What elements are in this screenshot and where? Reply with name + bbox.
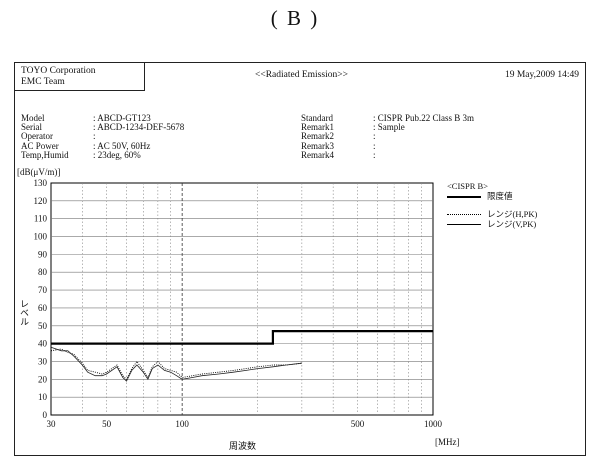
y-tick-label: 100	[34, 232, 48, 242]
y-tick-label: 30	[38, 356, 48, 366]
x-tick-label: 1000	[424, 419, 443, 429]
x-tick-label: 30	[47, 419, 57, 429]
legend-label-h: レンジ(H,PK)	[487, 209, 538, 219]
team-name: EMC Team	[21, 77, 65, 87]
report-title: <<Radiated Emission>>	[255, 70, 348, 80]
info-key: Standard	[301, 113, 333, 123]
info-value: :	[373, 140, 376, 151]
y-tick-label: 70	[38, 285, 48, 295]
company-name: TOYO Corporation	[21, 66, 96, 76]
info-key: Operator	[21, 131, 53, 142]
info-value: :	[373, 131, 376, 142]
y-axis-unit: [dB(μV/m)]	[17, 167, 61, 177]
legend-label-v: レンジ(V,PK)	[487, 219, 537, 229]
x-axis-label: 周波数	[229, 441, 257, 451]
x-tick-label: 50	[102, 419, 112, 429]
company-box: TOYO Corporation EMC Team	[15, 63, 145, 91]
y-tick-label: 60	[38, 303, 48, 313]
y-tick-label: 10	[38, 392, 48, 402]
info-value: : CISPR Pub.22 Class B 3m	[373, 113, 475, 123]
y-tick-label: 110	[34, 214, 48, 224]
series-line-2	[50, 346, 302, 382]
info-left: Model : ABCD-GT123 Serial : ABCD-1234-DEF-…	[21, 113, 185, 160]
info-value: : ABCD-GT123	[93, 113, 151, 123]
info-key: Serial	[21, 122, 42, 133]
info-key: Remark2	[301, 131, 334, 142]
y-tick-label: 0	[43, 410, 48, 420]
info-value: : ABCD-1234-DEF-5678	[93, 122, 185, 133]
legend-heading: <CISPR B>	[447, 181, 489, 191]
y-tick-label: 50	[38, 321, 48, 331]
legend-item-h: レンジ(H,PK)	[447, 209, 537, 219]
emission-chart: 0 10 20 30 40 50 60 70 80 90 100 110 120 130 30 50 100 50…	[34, 178, 443, 429]
legend-item-v: レンジ(V,PK)	[447, 219, 536, 229]
y-tick-label: 80	[38, 267, 48, 277]
info-right: Standard : CISPR Pub.22 Class B 3m Remark…	[301, 113, 475, 160]
info-key: Model	[21, 113, 45, 123]
y-tick-label: 120	[34, 196, 48, 206]
legend: <CISPR B> 限度値 レンジ(H,PK) レンジ(V,PK)	[447, 181, 537, 229]
figure-caption: ( B )	[270, 6, 320, 30]
legend-swatch-v	[447, 224, 481, 225]
info-value: :	[93, 131, 96, 142]
legend-swatch-limit	[447, 196, 481, 198]
info-value: : AC 50V, 60Hz	[93, 140, 151, 151]
y-tick-label: 90	[38, 249, 48, 259]
info-key: Temp,Humid	[21, 149, 69, 160]
info-key: Remark3	[301, 140, 334, 151]
info-value: : 23deg, 60%	[93, 149, 141, 160]
series-line-1	[50, 348, 302, 381]
report-date: 19 May,2009 14:49	[504, 70, 579, 80]
info-value: :	[373, 149, 376, 160]
series-line-0	[51, 330, 433, 345]
legend-swatch-h	[447, 214, 481, 215]
plot-frame	[50, 182, 434, 416]
info-key: AC Power	[21, 140, 59, 151]
info-key: Remark1	[301, 122, 334, 133]
report-sheet: TOYO Corporation EMC Team <<Radiated Emi…	[14, 62, 586, 456]
x-tick-label: 500	[351, 419, 365, 429]
legend-item-limit: 限度値	[447, 191, 513, 201]
y-tick-label: 40	[38, 339, 48, 349]
info-value: : Sample	[373, 122, 405, 133]
y-tick-label: 130	[34, 178, 48, 188]
legend-label-limit: 限度値	[487, 191, 513, 201]
y-axis-label: レベル	[19, 299, 29, 326]
info-key: Remark4	[301, 149, 334, 160]
x-tick-label: 100	[175, 419, 189, 429]
x-axis-unit: [MHz]	[435, 437, 460, 447]
y-tick-label: 20	[38, 374, 48, 384]
